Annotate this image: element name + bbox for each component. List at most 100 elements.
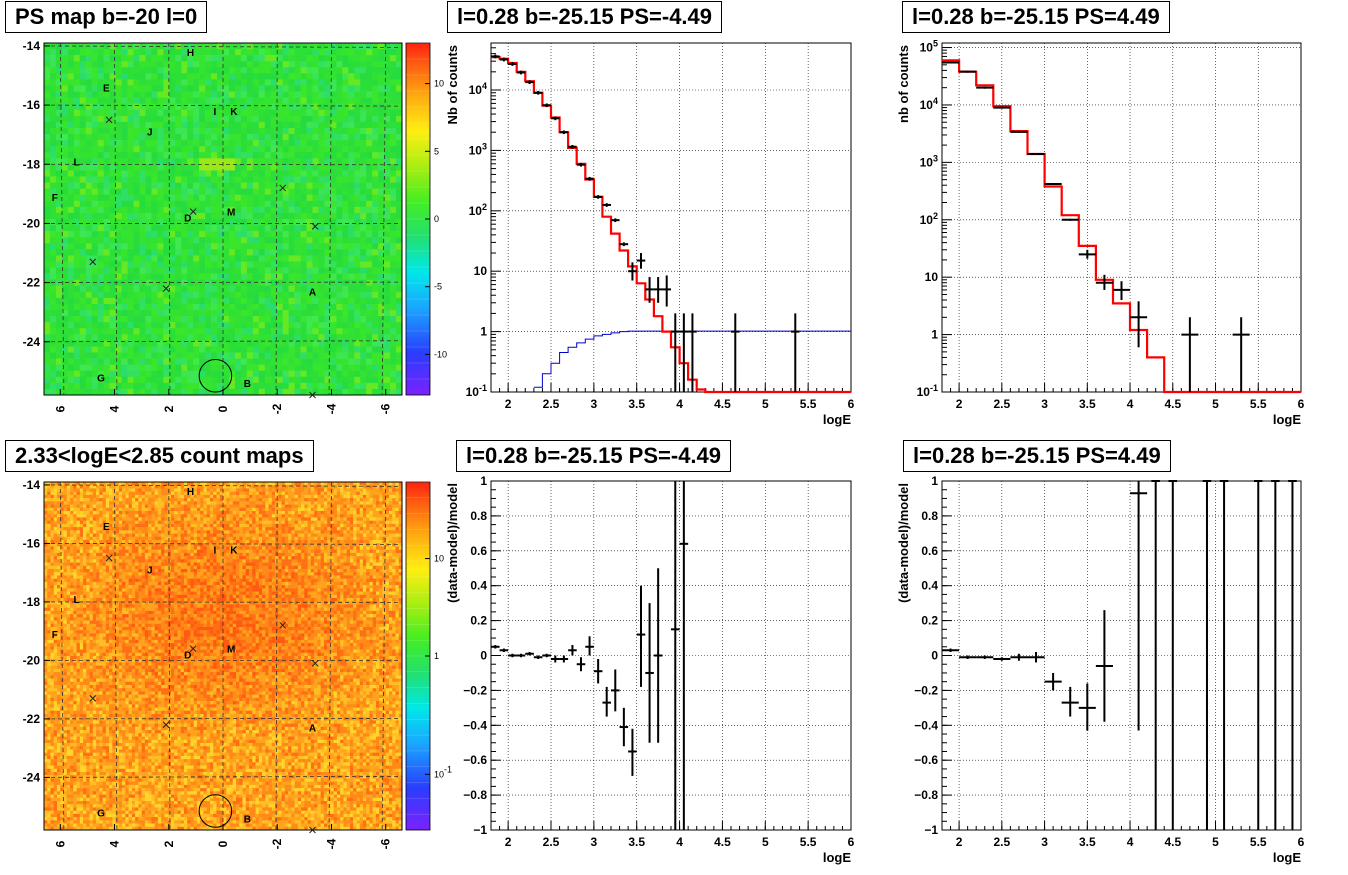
heatmap-cell bbox=[375, 511, 380, 515]
heatmap-cell bbox=[282, 352, 289, 359]
heatmap-cell bbox=[163, 382, 170, 390]
heatmap-cell bbox=[360, 316, 367, 323]
heatmap-cell bbox=[187, 485, 191, 489]
heatmap-cell bbox=[336, 152, 343, 159]
heatmap-cell bbox=[163, 73, 170, 80]
heatmap-cell bbox=[268, 514, 273, 518]
heatmap-cell bbox=[246, 43, 254, 50]
heatmap-cell bbox=[310, 482, 315, 486]
heatmap-cell bbox=[133, 249, 140, 256]
heatmap-cell bbox=[258, 243, 266, 250]
heatmap-cell bbox=[174, 511, 178, 515]
heatmap-cell bbox=[276, 285, 283, 293]
heatmap-cell bbox=[288, 140, 295, 147]
heatmap-cell bbox=[226, 504, 230, 509]
heatmap-cell bbox=[121, 121, 128, 129]
heatmap-cell bbox=[294, 231, 301, 238]
heatmap-cell bbox=[175, 152, 182, 159]
heatmap-cell bbox=[312, 140, 319, 147]
heatmap-cell bbox=[199, 49, 206, 56]
heatmap-cell bbox=[61, 388, 69, 396]
heatmap-cell bbox=[79, 488, 84, 492]
heatmap-cell bbox=[138, 485, 142, 489]
heatmap-cell bbox=[79, 140, 87, 147]
heatmap-cell bbox=[318, 91, 325, 98]
heatmap-cell bbox=[312, 225, 319, 232]
heatmap-cell bbox=[138, 517, 142, 521]
heatmap-cell bbox=[382, 491, 387, 496]
heatmap-cell bbox=[205, 188, 212, 196]
heatmap-cell bbox=[199, 206, 206, 214]
heatmap-cell bbox=[336, 517, 341, 521]
heatmap-cell bbox=[240, 103, 248, 111]
heatmap-cell bbox=[193, 170, 200, 177]
heatmap-cell bbox=[144, 488, 149, 492]
heatmap-cell bbox=[47, 498, 51, 502]
heatmap-cell bbox=[115, 346, 122, 353]
heatmap-cell bbox=[223, 322, 230, 329]
heatmap-cell bbox=[105, 482, 110, 486]
heatmap-cell bbox=[187, 140, 194, 147]
heatmap-cell bbox=[44, 121, 51, 129]
heatmap-cell bbox=[282, 194, 289, 202]
heatmap-cell bbox=[240, 55, 248, 62]
heatmap-cell bbox=[317, 517, 321, 521]
heatmap-cell bbox=[205, 310, 212, 317]
heatmap-cell bbox=[181, 91, 188, 98]
heatmap-cell bbox=[353, 504, 357, 509]
heatmap-cell bbox=[139, 316, 146, 323]
heatmap-cell bbox=[270, 146, 277, 153]
heatmap-cell bbox=[288, 491, 292, 496]
heatmap-cell bbox=[79, 182, 87, 189]
heatmap-cell bbox=[385, 504, 390, 509]
heatmap-cell bbox=[177, 504, 181, 509]
heatmap-cell bbox=[139, 352, 146, 359]
heatmap-cell bbox=[57, 511, 61, 515]
heatmap-cell bbox=[252, 322, 260, 329]
heatmap-cell bbox=[312, 127, 319, 135]
heatmap-cell bbox=[121, 388, 128, 396]
heatmap-cell bbox=[144, 507, 149, 512]
heatmap-cell bbox=[151, 488, 155, 492]
heatmap-cell bbox=[109, 297, 116, 305]
heatmap-cell bbox=[61, 134, 69, 141]
heatmap-cell bbox=[330, 79, 337, 86]
heatmap-cell bbox=[73, 514, 77, 518]
heatmap-cell bbox=[174, 520, 178, 525]
heatmap-cell bbox=[61, 206, 69, 214]
heatmap-cell bbox=[128, 491, 133, 496]
heatmap-cell bbox=[294, 364, 301, 372]
heatmap-cell bbox=[318, 200, 325, 208]
heatmap-cell bbox=[138, 482, 142, 486]
heatmap-cell bbox=[91, 176, 98, 183]
heatmap-cell bbox=[105, 498, 110, 502]
heatmap-cell bbox=[372, 507, 377, 512]
heatmap-cell bbox=[181, 376, 188, 384]
heatmap-cell bbox=[139, 176, 146, 183]
heatmap-cell bbox=[312, 43, 319, 50]
heatmap-cell bbox=[181, 140, 188, 147]
heatmap-cell bbox=[318, 49, 325, 56]
heatmap-cell bbox=[139, 267, 146, 274]
heatmap-cell bbox=[115, 255, 122, 262]
heatmap-cell bbox=[79, 520, 84, 525]
heatmap-cell bbox=[223, 498, 227, 502]
heatmap-cell bbox=[384, 206, 391, 214]
heatmap-cell bbox=[109, 501, 113, 505]
heatmap-cell bbox=[49, 188, 57, 196]
heatmap-cell bbox=[44, 382, 51, 390]
heatmap-cell bbox=[205, 273, 212, 280]
heatmap-cell bbox=[291, 485, 295, 489]
heatmap-cell bbox=[342, 115, 349, 123]
heatmap-cell bbox=[122, 511, 126, 515]
heatmap-cell bbox=[318, 212, 325, 220]
heatmap-cell bbox=[49, 249, 57, 256]
heatmap-cell bbox=[133, 55, 140, 62]
heatmap-cell bbox=[85, 267, 93, 274]
heatmap-cell bbox=[96, 507, 100, 512]
heatmap-cell bbox=[276, 194, 283, 202]
heatmap-cell bbox=[127, 273, 134, 280]
heatmap-cell bbox=[44, 376, 51, 384]
heatmap-cell bbox=[246, 146, 254, 153]
heatmap-cell bbox=[354, 164, 361, 171]
